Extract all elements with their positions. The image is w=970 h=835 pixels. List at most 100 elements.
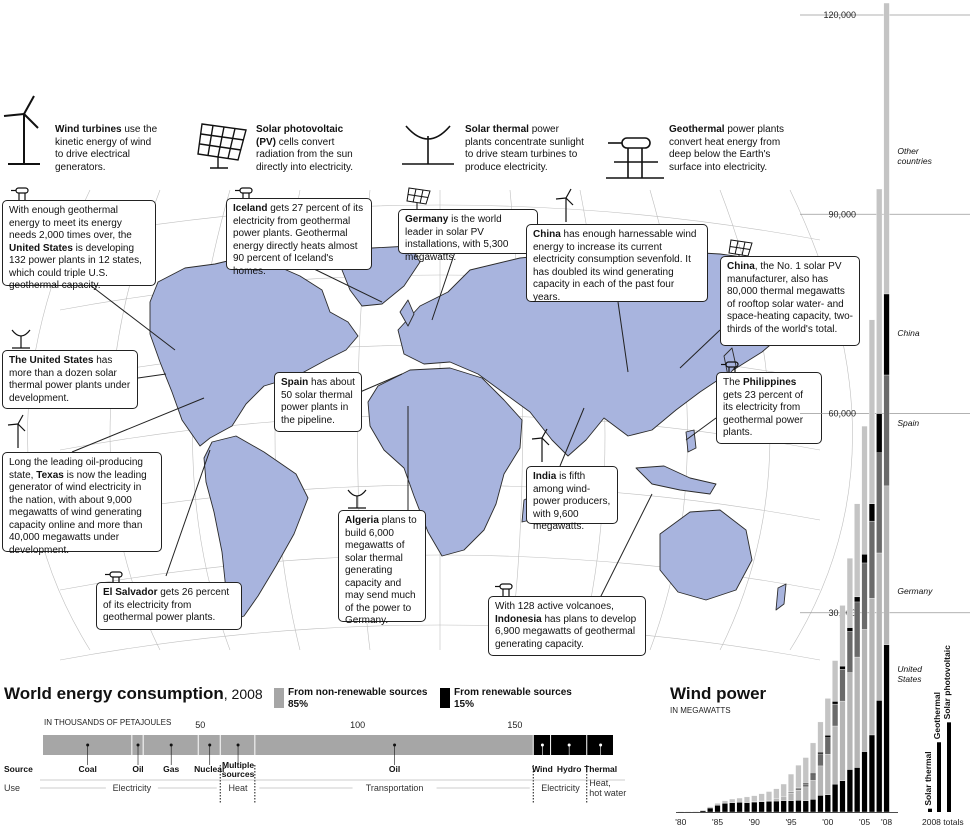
wind-bar-segment xyxy=(883,644,890,813)
wind-bar-segment xyxy=(773,798,780,802)
callout-china-pv: China, the No. 1 solar PV manufacturer, … xyxy=(720,256,860,346)
wind-series-label: China xyxy=(897,328,919,338)
wind-bar-segment xyxy=(824,737,831,755)
callout-texas: Long the leading oil-producing state, Te… xyxy=(2,452,162,556)
wind-bar-segment xyxy=(780,783,787,797)
consumption-dot xyxy=(567,743,571,747)
wind-bar-segment xyxy=(817,753,824,767)
consumption-chart-title: World energy consumption, 2008 xyxy=(4,684,263,703)
callout-leader-lines xyxy=(71,251,721,599)
wind-bar-segment xyxy=(846,672,853,770)
wind-bar-segment xyxy=(788,792,794,801)
consumption-source-label: Hydro xyxy=(557,764,582,774)
wind-bar-segment xyxy=(802,800,809,813)
wind-bar-segment xyxy=(707,807,714,813)
consumption-unit-label: IN THOUSANDS OF PETAJOULES xyxy=(44,718,172,727)
wind-bar-segment xyxy=(729,802,736,813)
use-row-label: Use xyxy=(4,783,20,793)
wind-bar-segment xyxy=(854,656,861,768)
philippines-land xyxy=(685,429,697,453)
wind-bar-segment xyxy=(846,558,853,628)
wind-bar-segment xyxy=(861,554,868,564)
wind-bar-segment xyxy=(810,742,817,774)
consumption-source-label: sources xyxy=(222,769,255,779)
wind-bar-segment xyxy=(876,700,883,813)
wind-bar-segment xyxy=(802,786,809,801)
wind-bar-segment xyxy=(817,721,824,753)
wind-bar-segment xyxy=(876,188,883,414)
callout-el-salvador: El Salvador gets 26 percent of its elect… xyxy=(96,582,242,630)
wind-bar-segment xyxy=(795,765,802,789)
wind-bar-segment xyxy=(861,562,868,630)
consumption-source-label: Gas xyxy=(163,764,179,774)
wind-turbine-icon xyxy=(555,188,574,222)
wind-bar-segment xyxy=(817,795,824,813)
wind-bar-segment xyxy=(824,754,831,795)
wind-bar-segment xyxy=(707,806,714,809)
consumption-dot xyxy=(393,743,397,747)
use-label: Electricity xyxy=(541,783,580,793)
wind-xtick-label: '80 xyxy=(675,817,686,827)
wind-bar-segment xyxy=(861,425,868,555)
wind-xtick-label: '00 xyxy=(822,817,833,827)
consumption-source-label: Oil xyxy=(132,764,143,774)
totals-axis-label: 2008 totals xyxy=(922,817,964,827)
consumption-tick-label: 50 xyxy=(195,720,205,730)
totals-label: Geothermal xyxy=(932,692,942,739)
callout-algeria: Algeria plans to build 6,000 megawatts o… xyxy=(338,510,426,626)
legend-nonrenewable-label: From non-renewable sources 85% xyxy=(288,687,428,710)
wind-series-label: States xyxy=(897,674,922,684)
wind-bar-segment xyxy=(766,800,772,802)
wind-bar-segment xyxy=(868,319,875,504)
wind-bar-segment xyxy=(802,757,809,784)
geo-tech-description: Geothermal power plants convert heat ene… xyxy=(669,124,785,173)
wind-bar-segment xyxy=(868,597,875,736)
south-america-land xyxy=(203,435,309,621)
consumption-dot xyxy=(540,743,544,747)
wind-bar-segment xyxy=(795,789,802,801)
wind-power-chart: 30,00060,00090,000120,000'80'85'90'95'00… xyxy=(675,2,970,827)
callout-india: India is fifth among wind-power producer… xyxy=(526,466,618,532)
totals-bar xyxy=(928,808,932,812)
wind-bar-segment xyxy=(839,605,846,667)
consumption-dot xyxy=(86,743,90,747)
wind-xtick-label: '85 xyxy=(712,817,723,827)
wind-ytick-label: 120,000 xyxy=(823,10,856,20)
wind-xtick-label: '08 xyxy=(881,817,892,827)
wind-bar-segment xyxy=(810,780,817,800)
wind-bar-segment xyxy=(824,735,831,738)
wind-bar-segment xyxy=(699,810,706,813)
callout-us-geothermal: With enough geothermal energy to meet it… xyxy=(2,200,156,291)
consumption-source-label: Wind xyxy=(532,764,553,774)
wind-series-label: Germany xyxy=(897,586,933,596)
wind-bar-segment xyxy=(744,802,750,813)
geothermal-pipe-icon xyxy=(606,137,664,179)
wind-bar-segment xyxy=(839,665,846,670)
totals-bar xyxy=(947,722,951,812)
callout-philippines: The Philippines gets 23 percent of its e… xyxy=(716,372,822,444)
wind-ytick-label: 60,000 xyxy=(828,409,856,419)
legend-renewable-swatch xyxy=(440,688,450,708)
wind-bar-segment xyxy=(721,803,728,813)
wind-chart-title: Wind power xyxy=(670,684,767,703)
wind-series-label: United xyxy=(897,664,922,674)
wind-bar-segment xyxy=(854,503,861,598)
use-label: Heat, xyxy=(589,778,611,788)
consumption-source-label: Oil xyxy=(389,764,400,774)
wind-bar-segment xyxy=(854,767,861,813)
totals-bar xyxy=(937,742,941,812)
wind-bar-segment xyxy=(802,783,809,788)
wind-bar-segment xyxy=(839,780,846,813)
use-label: hot water xyxy=(589,788,626,798)
solar-panel-icon xyxy=(197,123,247,169)
wind-bar-segment xyxy=(758,801,765,813)
wind-bar-segment xyxy=(824,698,831,736)
wind-bar-segment xyxy=(780,800,787,813)
solar-dish-icon xyxy=(11,329,31,349)
consumption-dot xyxy=(208,743,212,747)
wind-bar-segment xyxy=(773,800,780,813)
wind-turbine-icon xyxy=(531,428,550,462)
wind-bar-segment xyxy=(736,797,743,803)
wind-bar-segment xyxy=(854,596,861,603)
consumption-source-label: Multiple xyxy=(222,760,254,770)
